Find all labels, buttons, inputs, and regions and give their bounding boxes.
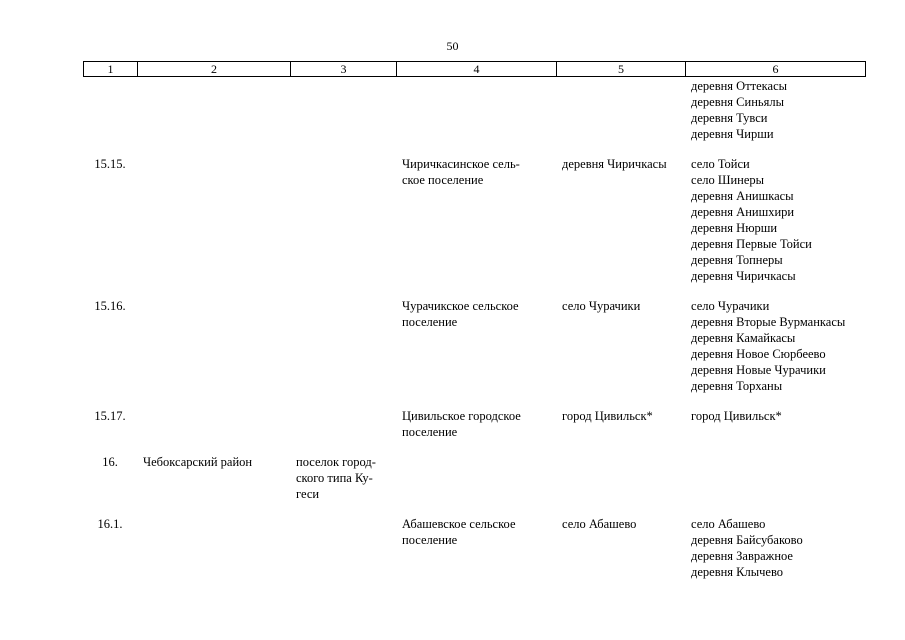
column-number-header: 1 2 3 4 5 6 (83, 61, 866, 77)
localities-list-line: деревня Камайкасы (691, 331, 796, 345)
district-name (137, 156, 290, 284)
district-center-line: ского типа Ку- (296, 471, 373, 485)
administrative-center-line: деревня Чиричкасы (562, 157, 667, 171)
settlement-name: Чиричкасинское сель-ское поселение (396, 156, 556, 284)
settlement-name-line: поселение (402, 425, 458, 439)
administrative-center-line: город Цивильск* (562, 409, 653, 423)
localities-list-line: деревня Клычево (691, 565, 784, 579)
district-center (290, 298, 396, 394)
header-col-5: 5 (556, 61, 686, 77)
localities-list (685, 454, 865, 502)
settlement-name: Абашевское сельское поселение (396, 516, 556, 580)
row-number: 16.1. (97, 517, 123, 531)
row-number: 16. (102, 455, 118, 469)
district-name: Чебоксарский район (143, 455, 253, 469)
administrative-center-line: село Абашево (562, 517, 637, 531)
localities-list-line: село Шинеры (691, 173, 765, 187)
district-center (290, 516, 396, 580)
district-name (137, 516, 290, 580)
localities-list-line: деревня Новое Сюрбеево (691, 347, 826, 361)
row-number: 15.15. (94, 157, 126, 171)
localities-list-line: деревня Анишхири (691, 205, 795, 219)
settlement-name-line: поселение (402, 533, 458, 547)
page-number: 50 (446, 39, 459, 53)
localities-list-line: деревня Оттекасы (691, 79, 788, 93)
settlement-name: Чурачикское сельское поселение (396, 298, 556, 394)
localities-list-line: деревня Вторые Вурманкасы (691, 315, 846, 329)
localities-list: село Тойси село Шинеры деревня Анишкасы дер… (685, 156, 865, 284)
district-name (137, 298, 290, 394)
localities-list: село Абашево деревня Байсубаково деревня З… (685, 516, 865, 580)
localities-list-line: деревня Нюрши (691, 221, 778, 235)
table-row: 15.16. Чурачикское сельское поселение село … (83, 298, 865, 394)
localities-list: город Цивильск* (685, 408, 865, 440)
district-center (290, 408, 396, 440)
settlement-name-line: Чиричкасинское сель- (402, 157, 520, 171)
administrative-center (556, 78, 685, 142)
district-center-line: геси (296, 487, 320, 501)
district-center (290, 156, 396, 284)
localities-list-line: деревня Синьялы (691, 95, 784, 109)
district-name (137, 408, 290, 440)
header-col-4: 4 (396, 61, 557, 77)
district-center (290, 78, 396, 142)
table-row: 16.1. Абашевское сельское поселение село Аб… (83, 516, 865, 580)
localities-list-line: село Абашево (691, 517, 766, 531)
localities-list-line: деревня Байсубаково (691, 533, 803, 547)
settlement-name-line: Абашевское сельское (402, 517, 516, 531)
localities-list-line: деревня Завражное (691, 549, 793, 563)
header-col-1: 1 (83, 61, 138, 77)
administrative-center: город Цивильск* (556, 408, 685, 440)
table-row: 16. Чебоксарский район поселок город-ского… (83, 454, 865, 502)
localities-list-line: село Чурачики (691, 299, 770, 313)
table-body: деревня Оттекасы деревня Синьялы деревня Т… (83, 78, 865, 580)
header-row: 1 2 3 4 5 6 (83, 61, 866, 77)
localities-list-line: город Цивильск* (691, 409, 782, 423)
localities-list-line: деревня Тувси (691, 111, 768, 125)
district-center-line: поселок город- (296, 455, 376, 469)
administrative-center: село Абашево (556, 516, 685, 580)
settlement-name-line: Цивильское городское (402, 409, 521, 423)
localities-list-line: деревня Первые Тойси (691, 237, 812, 251)
localities-list-line: деревня Анишкасы (691, 189, 794, 203)
row-number: 15.16. (94, 299, 126, 313)
table-row: деревня Оттекасы деревня Синьялы деревня Т… (83, 78, 865, 142)
row-number: 15.17. (94, 409, 126, 423)
settlement-name-line: поселение (402, 315, 458, 329)
localities-list-line: деревня Чиричкасы (691, 269, 796, 283)
localities-list-line: деревня Топнеры (691, 253, 783, 267)
settlement-name: Цивильское городское поселение (396, 408, 556, 440)
header-col-3: 3 (290, 61, 397, 77)
localities-list-line: село Тойси (691, 157, 750, 171)
settlement-name-line: Чурачикское сельское (402, 299, 519, 313)
localities-list-line: деревня Чирши (691, 127, 774, 141)
localities-list-line: деревня Торханы (691, 379, 783, 393)
row-number (83, 78, 137, 142)
header-col-2: 2 (137, 61, 291, 77)
settlement-name (396, 78, 556, 142)
administrative-center: деревня Чиричкасы (556, 156, 685, 284)
localities-list-line: деревня Новые Чурачики (691, 363, 826, 377)
localities-list: деревня Оттекасы деревня Синьялы деревня Т… (685, 78, 865, 142)
district-name (137, 78, 290, 142)
settlement-name-line: ское поселение (402, 173, 484, 187)
administrative-center: село Чурачики (556, 298, 685, 394)
district-center: поселок город-ского типа Ку-геси (290, 454, 396, 502)
administrative-center (556, 454, 685, 502)
administrative-center-line: село Чурачики (562, 299, 641, 313)
header-col-6: 6 (685, 61, 866, 77)
localities-list: село Чурачики деревня Вторые Вурманкасы де… (685, 298, 865, 394)
settlement-name (396, 454, 556, 502)
table-row: 15.17. Цивильское городское поселение город… (83, 408, 865, 440)
table-row: 15.15. Чиричкасинское сель-ское поселение… (83, 156, 865, 284)
